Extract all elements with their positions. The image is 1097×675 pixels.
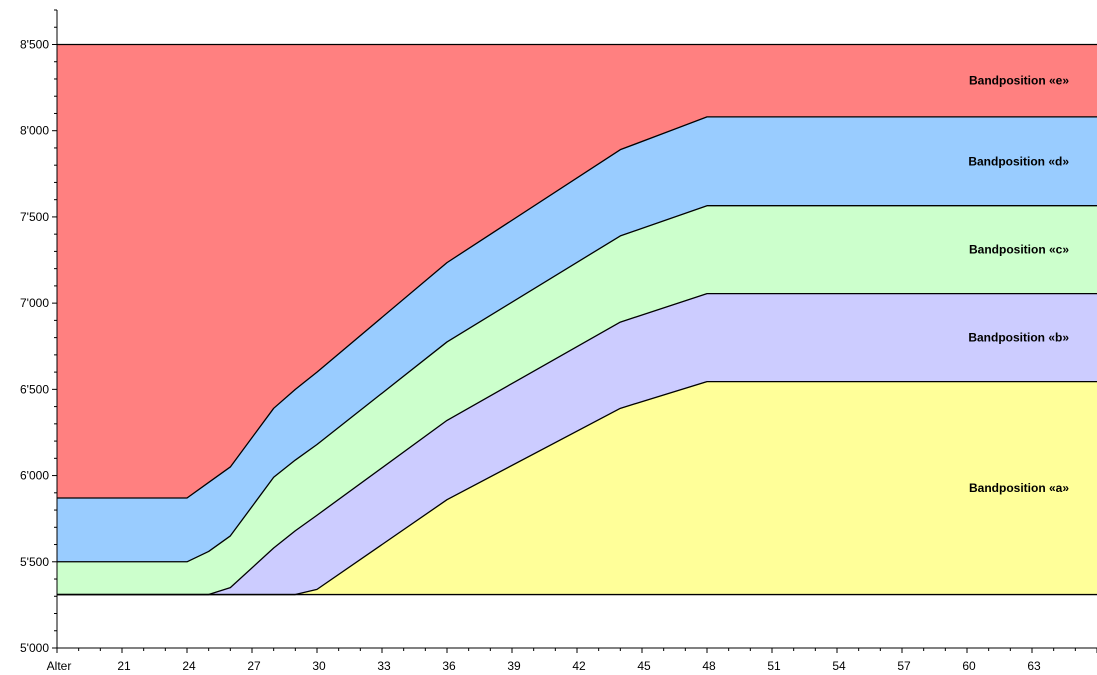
y-tick-label: 5'500 xyxy=(20,555,49,569)
band-label-5: Bandposition «e» xyxy=(969,74,1069,88)
band-area-3 xyxy=(57,205,1097,595)
x-tick-label: 48 xyxy=(702,659,716,673)
x-tick-label: 21 xyxy=(117,659,131,673)
y-tick-label: 5'000 xyxy=(20,641,49,655)
x-tick-label: 24 xyxy=(182,659,196,673)
x-tick-label: 54 xyxy=(832,659,846,673)
band-label-4: Bandposition «d» xyxy=(968,154,1069,168)
band-label-2: Bandposition «b» xyxy=(968,331,1069,345)
x-tick-label: 30 xyxy=(312,659,326,673)
band-label-3: Bandposition «c» xyxy=(969,243,1069,257)
band-area-1 xyxy=(57,381,1097,595)
band-label-1: Bandposition «a» xyxy=(969,481,1069,495)
x-tick-label: 63 xyxy=(1027,659,1041,673)
band-labels: Bandposition «a» Bandposition «b» Bandposi… xyxy=(968,74,1069,495)
x-tick-label: 39 xyxy=(507,659,521,673)
y-tick-label: 6'000 xyxy=(20,469,49,483)
x-tick-label: 45 xyxy=(637,659,651,673)
band-areas xyxy=(57,44,1097,595)
band-boundary-2 xyxy=(57,292,1097,596)
x-tick-label: 36 xyxy=(442,659,456,673)
band-boundary-3 xyxy=(57,205,1097,563)
axes: 5'000 5'500 6'000 6'500 7'000 7'500 8'000 8'500… xyxy=(20,9,1097,673)
y-tick-label: 8'000 xyxy=(20,124,49,138)
x-axis-label: Alter xyxy=(47,659,72,673)
y-tick-label: 8'500 xyxy=(20,37,49,51)
y-tick-label: 7'000 xyxy=(20,296,49,310)
x-tick-label: 27 xyxy=(247,659,261,673)
x-tick-label: 42 xyxy=(572,659,586,673)
x-tick-label: 33 xyxy=(377,659,391,673)
band-area-2 xyxy=(57,293,1097,595)
y-tick-label: 7'500 xyxy=(20,210,49,224)
band-boundaries xyxy=(57,43,1097,596)
y-tick-label: 6'500 xyxy=(20,382,49,396)
band-boundary-4 xyxy=(57,116,1097,499)
x-tick-label: 51 xyxy=(767,659,781,673)
band-area-5 xyxy=(57,44,1097,498)
band-area-4 xyxy=(57,116,1097,562)
x-tick-label: 60 xyxy=(962,659,976,673)
x-tick-label: 57 xyxy=(897,659,911,673)
